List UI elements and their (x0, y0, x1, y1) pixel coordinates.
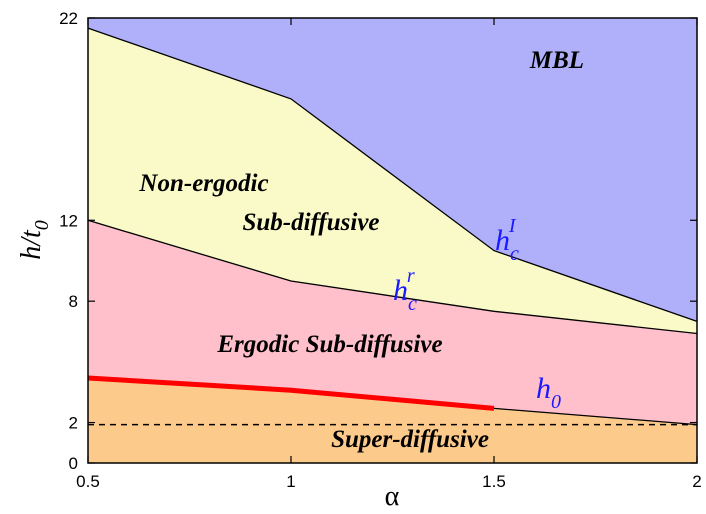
region-super-diffusive (88, 378, 697, 463)
region-mbl (88, 18, 697, 322)
curve-label-hcr: hcr (393, 265, 417, 315)
plot-frame (87, 17, 698, 464)
region-label-ergodic-sub-diffusive: Ergodic Sub-diffusive (216, 331, 442, 358)
region-non-ergodic (88, 28, 697, 334)
boundary-hcI (87, 27, 698, 323)
x-tick-label: 2 (692, 472, 701, 491)
phase-regions (88, 18, 697, 463)
boundary-lines (87, 27, 698, 426)
x-axis-label: α (385, 481, 400, 512)
y-tick-label: 2 (69, 414, 78, 433)
region-label-super-diffusive: Super-diffusive (331, 426, 489, 453)
region-ergodic (88, 220, 697, 425)
curve-label-hcI: hcI (495, 215, 519, 265)
curve-label-h0: h0 (536, 372, 561, 413)
region-label-non-ergodic: Non-ergodic (138, 170, 268, 197)
text-labels: α h/t0 MBL Non-ergodic Sub-diffusive Erg… (16, 47, 584, 512)
y-tick-label: 0 (69, 454, 78, 473)
highlight-segment-red (87, 375, 495, 411)
boundary-hcr (87, 219, 698, 335)
x-tick-label: 0.5 (76, 472, 100, 491)
x-tick-label: 1 (286, 472, 295, 491)
y-axis-label-main: h/t (16, 229, 47, 260)
y-axis-label: h/t0 (16, 220, 53, 260)
x-tick-label: 1.5 (482, 472, 506, 491)
region-label-sub-diffusive: Sub-diffusive (242, 209, 379, 236)
axis-ticks: 0.5 1 1.5 2 0 2 8 12 22 (59, 9, 702, 491)
y-axis-label-subscript: 0 (31, 220, 53, 230)
region-label-mbl: MBL (529, 47, 584, 74)
y-tick-label: 22 (59, 9, 78, 28)
y-tick-label: 12 (59, 211, 78, 230)
y-tick-label: 8 (69, 292, 78, 311)
